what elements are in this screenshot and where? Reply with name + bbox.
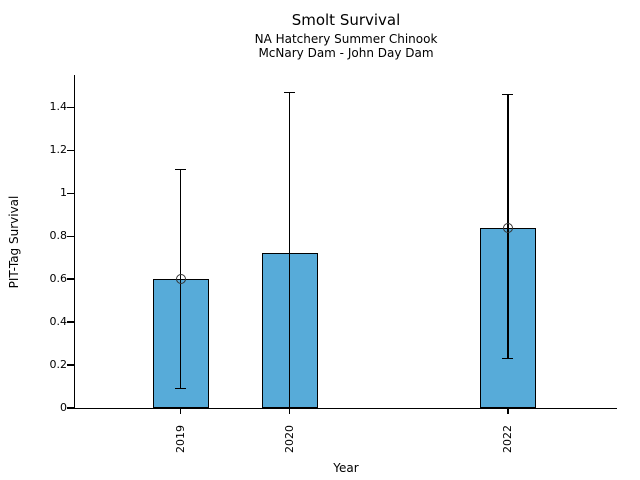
chart-title: Smolt Survival: [291, 11, 401, 29]
y-tick-label: 1: [60, 186, 67, 200]
x-tick-label: 2022: [500, 425, 514, 453]
y-tick-label: 0.8: [49, 229, 68, 243]
x-tick: [507, 409, 509, 415]
y-tick: [66, 149, 74, 151]
x-tick-label: 2019: [173, 425, 187, 453]
error-bar-cap-bottom: [502, 357, 514, 360]
y-tick-label: 0.4: [49, 315, 68, 329]
y-axis-label: PIT-Tag Survival: [7, 195, 21, 289]
x-axis-spine: [73, 408, 617, 410]
x-tick: [289, 409, 291, 415]
y-tick: [66, 106, 74, 108]
y-tick: [66, 235, 74, 237]
error-bar-cap-bottom: [175, 388, 187, 390]
error-bar-line: [289, 92, 291, 408]
error-bar-cap-bottom: [284, 407, 296, 409]
y-tick-label: 1.4: [49, 100, 68, 114]
error-bar-cap-top: [175, 168, 187, 171]
x-axis-label: Year: [333, 461, 359, 475]
y-tick-label: 0.6: [49, 272, 68, 286]
error-bar-cap-top: [284, 91, 296, 93]
point-marker: [502, 222, 513, 233]
y-tick-label: 1.2: [49, 143, 68, 157]
x-tick-label: 2020: [282, 425, 296, 453]
y-tick: [66, 407, 74, 409]
y-tick: [66, 192, 74, 194]
y-axis-spine: [73, 75, 75, 410]
error-bar-cap-top: [502, 93, 514, 95]
y-tick-label: 0.2: [49, 358, 68, 372]
x-tick: [180, 409, 182, 415]
y-tick: [66, 321, 74, 323]
y-tick-label: 0: [60, 401, 67, 414]
y-tick: [66, 278, 74, 280]
y-tick: [66, 364, 74, 366]
chart-subtitle-line1: NA Hatchery Summer Chinook: [254, 32, 438, 46]
point-marker: [175, 274, 186, 285]
chart-subtitle-line2: McNary Dam - John Day Dam: [258, 46, 434, 60]
